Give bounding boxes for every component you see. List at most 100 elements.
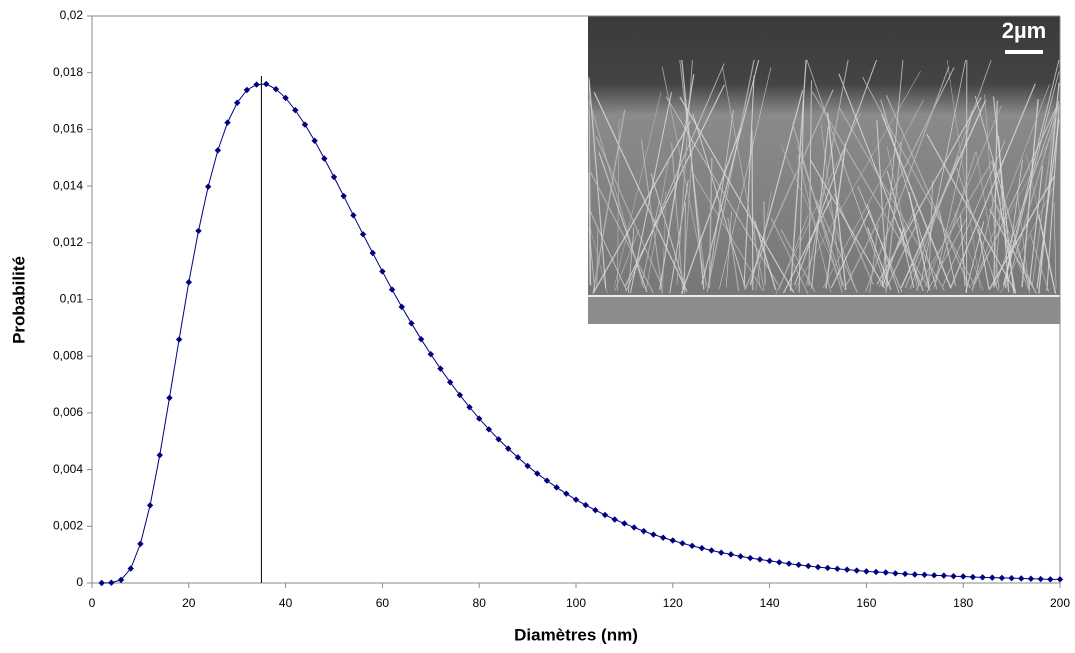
data-point: [234, 99, 241, 106]
nanowire: [933, 110, 973, 289]
data-point: [659, 534, 667, 541]
data-point: [524, 462, 531, 470]
y-tick-label: 0,018: [53, 65, 83, 79]
scale-label: 2µm: [1002, 18, 1046, 43]
data-point: [718, 549, 725, 556]
y-tick-label: 0,004: [53, 462, 83, 476]
data-point: [563, 490, 570, 497]
nanowire: [881, 113, 952, 288]
nanowire: [719, 67, 772, 289]
data-point: [611, 516, 618, 523]
nanowire: [625, 63, 725, 292]
nanowire: [1046, 105, 1060, 291]
x-tick-label: 0: [89, 596, 96, 610]
series-line: [101, 83, 1060, 584]
nanowire: [778, 214, 809, 290]
data-point: [766, 557, 773, 565]
nanowire: [645, 161, 669, 292]
nanowire: [992, 96, 1015, 294]
nanowire: [845, 67, 955, 286]
data-point: [940, 572, 948, 579]
data-point: [601, 511, 609, 519]
nanowire: [926, 134, 1016, 292]
scale-bar: [1005, 50, 1043, 54]
data-point: [263, 80, 270, 88]
data-point: [408, 320, 415, 327]
nanowire: [886, 147, 919, 292]
data-point: [350, 212, 357, 219]
data-point: [311, 137, 318, 144]
data-point: [756, 556, 764, 563]
data-point: [137, 540, 144, 548]
data-point: [969, 573, 977, 581]
data-point: [108, 579, 115, 586]
nanowire: [938, 210, 956, 286]
data-point: [1008, 574, 1015, 582]
nanowire: [915, 157, 995, 291]
nanowire: [811, 91, 931, 291]
nanowire: [830, 210, 870, 288]
inset-image: 2µm: [588, 16, 1060, 324]
x-tick-label: 140: [760, 596, 780, 610]
data-point: [727, 551, 735, 558]
data-point: [359, 231, 367, 238]
x-tick-label: 100: [566, 596, 586, 610]
data-point: [1037, 575, 1044, 583]
nanowire: [701, 59, 760, 285]
y-tick-label: 0: [76, 575, 83, 589]
nanowire: [752, 209, 761, 288]
data-point: [127, 565, 134, 572]
nanowire: [862, 76, 975, 285]
nanowire: [596, 227, 599, 289]
nanowire: [1017, 198, 1030, 288]
nanowire: [971, 84, 1050, 290]
data-point: [543, 477, 551, 484]
data-point: [824, 564, 831, 572]
y-tick-label: 0,02: [60, 8, 84, 22]
data-point: [989, 574, 996, 581]
data-point: [369, 249, 376, 257]
data-point: [195, 227, 202, 235]
data-point: [814, 563, 822, 571]
data-point: [979, 574, 986, 581]
nanowire: [949, 83, 1036, 289]
nanowire: [839, 107, 945, 291]
data-point: [514, 454, 522, 461]
data-point: [398, 303, 405, 311]
data-point: [166, 394, 173, 402]
nanowire: [681, 59, 705, 290]
data-point: [534, 470, 541, 477]
data-point: [621, 520, 628, 527]
nanowire: [794, 71, 921, 290]
nanowire: [707, 109, 734, 292]
data-point: [292, 106, 299, 114]
nanowire: [806, 59, 887, 286]
data-point: [950, 572, 957, 580]
nanowire: [593, 92, 688, 292]
nanowire: [588, 169, 654, 294]
nanowire: [1031, 117, 1056, 287]
inset-substrate: [588, 296, 1060, 324]
data-point: [630, 524, 638, 531]
nanowire: [973, 101, 1060, 287]
nanowire: [650, 173, 686, 287]
nanowire: [825, 143, 847, 289]
data-point: [1018, 575, 1025, 582]
nanowire: [592, 120, 692, 294]
nanowire: [722, 66, 765, 291]
data-point: [466, 404, 473, 411]
nanowire: [692, 113, 747, 289]
x-tick-label: 80: [473, 596, 487, 610]
data-point: [679, 540, 686, 547]
nanowire: [876, 120, 888, 287]
data-point: [592, 506, 599, 514]
data-point: [785, 560, 793, 567]
nanowire: [692, 172, 764, 292]
nanowire: [641, 200, 660, 285]
nanowire: [684, 202, 686, 294]
nanowire: [588, 223, 608, 293]
nanowire: [708, 157, 713, 288]
data-point: [204, 183, 212, 190]
